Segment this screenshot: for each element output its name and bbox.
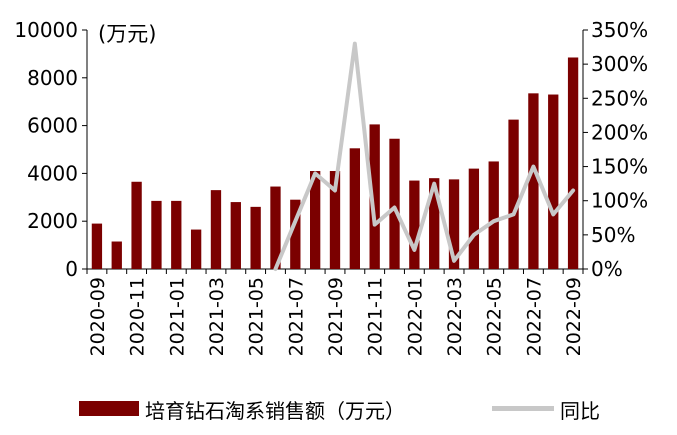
x-tick-label: 2020-11 <box>127 277 149 356</box>
yoy-line <box>273 41 576 271</box>
right-tick-label: 150% <box>591 155 648 179</box>
legend-bar-swatch <box>79 401 139 416</box>
bar <box>448 179 460 269</box>
x-tick-label: 2021-01 <box>166 277 188 356</box>
bar <box>290 199 301 269</box>
bar <box>111 241 122 269</box>
x-tick-label: 2021-07 <box>285 277 307 356</box>
x-tick-label: 2022-07 <box>523 277 545 356</box>
left-tick-label: 0 <box>65 257 78 281</box>
bar <box>548 94 559 269</box>
x-tick-label: 2022-05 <box>484 277 506 356</box>
x-tick-label: 2020-09 <box>87 277 109 356</box>
chart: 0 2000 4000 6000 8000 10000 0% 50% 100% 150% 200% 2… <box>14 18 648 356</box>
bar <box>151 200 162 269</box>
bar <box>409 180 420 269</box>
bar <box>310 171 321 269</box>
right-tick-label: 100% <box>591 189 648 213</box>
x-tick-label: 2022-01 <box>404 277 426 356</box>
x-tick-label: 2021-03 <box>206 277 228 356</box>
bar <box>270 186 281 269</box>
bar <box>389 138 400 269</box>
right-tick-label: 200% <box>591 120 648 144</box>
x-tick-label: 2022-03 <box>444 277 466 356</box>
bar <box>250 206 261 269</box>
x-tick-label: 2021-09 <box>325 277 347 356</box>
x-tick-label: 2021-11 <box>365 277 387 356</box>
bar <box>508 119 519 269</box>
bar <box>369 124 380 269</box>
bar <box>210 190 222 269</box>
legend: 培育钻石淘系销售额（万元） 同比 <box>0 390 677 430</box>
bar <box>171 200 182 269</box>
bar <box>528 93 539 270</box>
unit-label: (万元) <box>98 22 157 46</box>
x-tick-label: 2021-05 <box>246 277 268 356</box>
x-tick-label: 2022-09 <box>563 277 585 356</box>
bar <box>429 178 440 269</box>
left-tick-label: 8000 <box>27 66 78 90</box>
bar <box>488 161 499 269</box>
legend-line-swatch <box>492 406 554 411</box>
left-tick-label: 2000 <box>27 209 78 233</box>
bar <box>190 229 202 269</box>
bar <box>567 57 579 269</box>
left-tick-label: 10000 <box>14 18 78 42</box>
bar <box>91 223 103 269</box>
bar <box>349 148 360 269</box>
bar <box>329 171 341 269</box>
right-tick-label: 250% <box>591 86 648 110</box>
left-tick-label: 4000 <box>27 161 78 185</box>
right-tick-label: 300% <box>591 52 648 76</box>
right-tick-label: 350% <box>591 18 648 42</box>
legend-bar-label: 培育钻石淘系销售额（万元） <box>145 399 405 423</box>
bar <box>131 181 142 269</box>
right-tick-label: 0% <box>591 257 623 281</box>
right-tick-label: 50% <box>591 223 635 247</box>
legend-line-label: 同比 <box>560 399 600 423</box>
bar <box>468 168 480 269</box>
bar <box>230 202 241 269</box>
left-tick-label: 6000 <box>27 114 78 138</box>
